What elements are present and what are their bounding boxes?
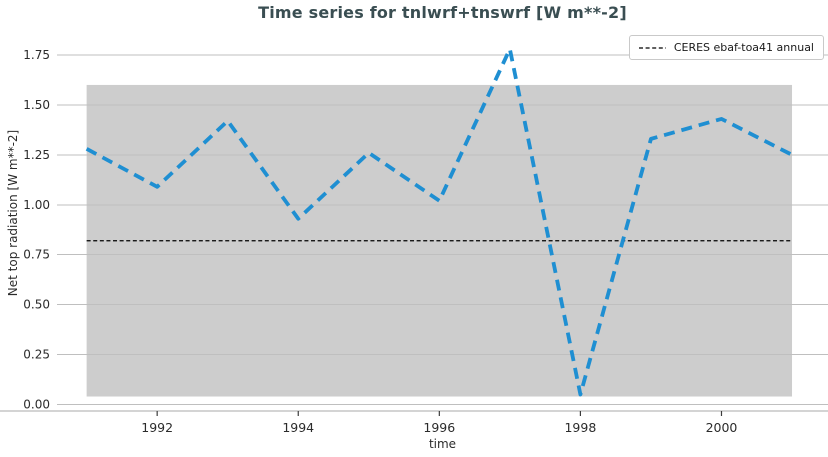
- x-tick-label: 1992: [141, 420, 173, 435]
- legend-dash-sample-icon: [638, 46, 666, 49]
- y-tick-label: 1.50: [23, 98, 50, 112]
- legend-label: CERES ebaf-toa41 annual: [673, 41, 814, 54]
- y-tick-label: 0.25: [23, 348, 50, 362]
- y-tick-label: 0.50: [23, 298, 50, 312]
- y-tick-label: 1.25: [23, 148, 50, 162]
- x-tick-label: 1998: [564, 420, 596, 435]
- x-tick-label: 1996: [423, 420, 455, 435]
- x-tick-label: 1994: [282, 420, 314, 435]
- y-tick-label: 1.00: [23, 198, 50, 212]
- y-tick-label: 1.75: [23, 48, 50, 62]
- y-tick-label: 0.00: [23, 398, 50, 412]
- x-axis-label: time: [428, 437, 457, 451]
- legend: CERES ebaf-toa41 annual: [628, 35, 824, 60]
- y-tick-label: 0.75: [23, 248, 50, 262]
- y-axis-label: Net top radiation [W m**-2]: [6, 129, 20, 297]
- series-line: [85, 47, 793, 397]
- x-tick-label: 2000: [706, 420, 738, 435]
- chart-title: Time series for tnlwrf+tnswrf [W m**-2]: [258, 3, 627, 22]
